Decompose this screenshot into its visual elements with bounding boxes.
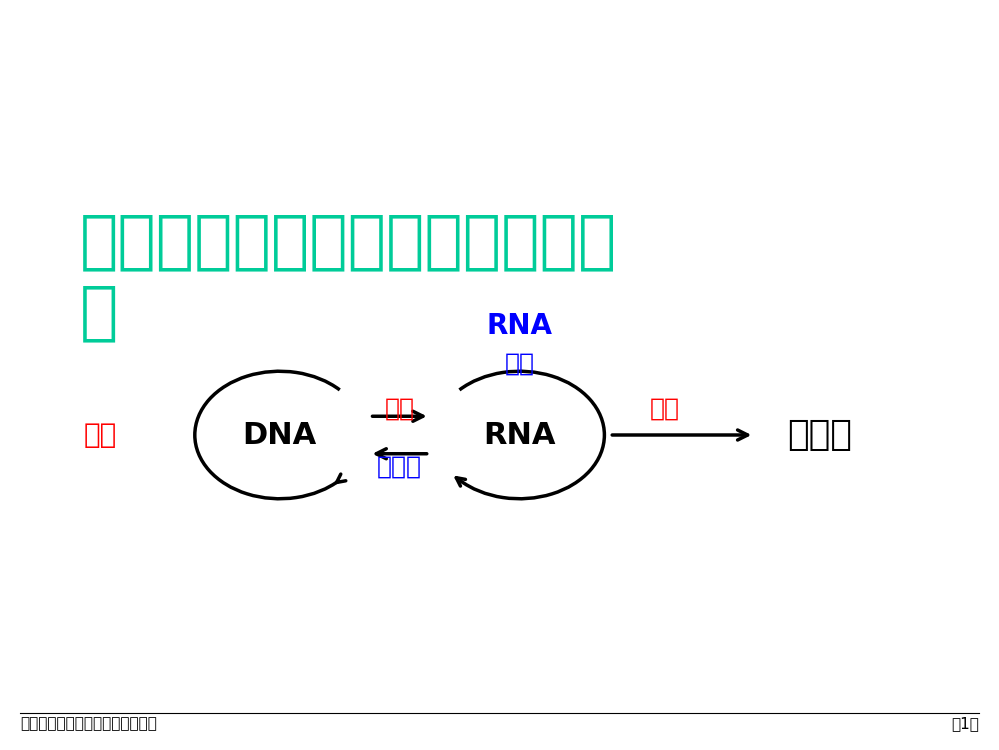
Text: 第1页: 第1页 bbox=[951, 716, 979, 731]
Text: 分子生物学原核生物基因表达调
控: 分子生物学原核生物基因表达调 控 bbox=[80, 210, 617, 344]
Text: 分子生物学原核生物基因表达调控: 分子生物学原核生物基因表达调控 bbox=[20, 716, 157, 731]
Text: 复制: 复制 bbox=[504, 352, 534, 376]
Text: 逆转录: 逆转录 bbox=[377, 454, 423, 478]
Text: RNA: RNA bbox=[484, 421, 555, 449]
Text: RNA: RNA bbox=[487, 312, 552, 340]
Text: DNA: DNA bbox=[243, 421, 317, 449]
Text: 翻译: 翻译 bbox=[649, 397, 679, 421]
Text: 转录: 转录 bbox=[385, 397, 415, 421]
Text: 复制: 复制 bbox=[83, 421, 117, 449]
Text: 蛋白质: 蛋白质 bbox=[787, 418, 851, 452]
